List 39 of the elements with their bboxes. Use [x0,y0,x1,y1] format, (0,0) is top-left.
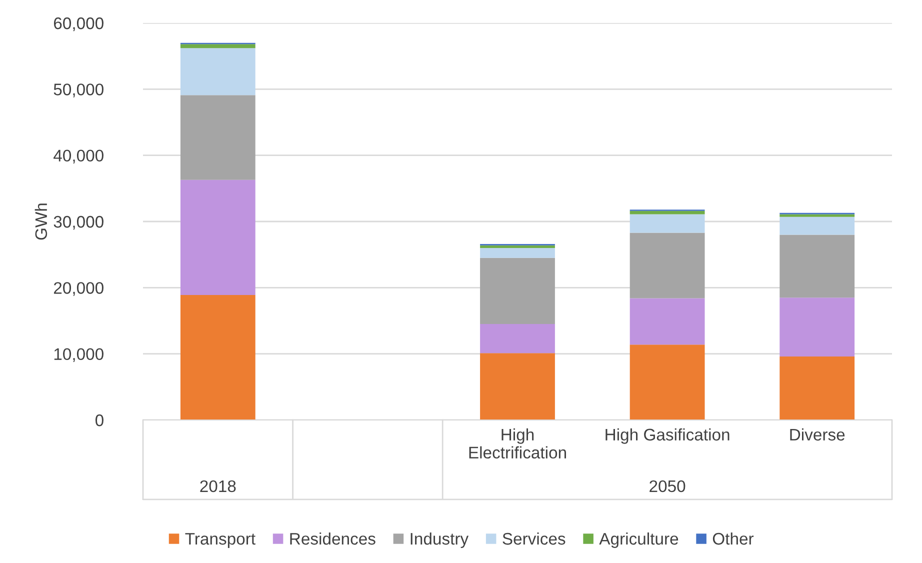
bar [630,232,705,298]
bar [480,248,555,258]
legend-label: Industry [410,532,469,548]
bar [630,344,705,420]
bar [780,234,855,298]
bar [180,95,256,180]
bar [180,44,256,48]
legend-label: Residences [290,532,376,545]
y-tick-label: 60,000 [54,17,104,32]
bar [480,258,555,324]
text: 2050 [650,480,686,492]
y-tick-label: 20,000 [54,282,104,296]
bar [180,48,256,96]
bar [780,298,855,356]
y-tick-label: 50,000 [54,84,104,98]
y-tick-label: 0 [95,414,104,426]
x-tick-label: High Electrification [469,428,566,459]
legend-label: Transport [185,533,256,548]
legend-label: Services [502,532,566,545]
bar [780,356,855,420]
text: 2018 [200,480,236,492]
bar [480,353,555,420]
bar [630,214,705,233]
bar [630,298,705,345]
y-axis-title: GWh [34,204,48,240]
legend-label: Agriculture [599,532,678,548]
bar [780,216,855,235]
legend-label: Other [712,532,754,545]
bar [780,214,855,217]
y-tick-label: 40,000 [54,150,104,164]
bar [180,180,256,295]
bar [480,245,555,248]
x-tick-label: Diverse [790,428,845,441]
bar [630,210,705,214]
bar [180,294,256,420]
y-tick-label: 30,000 [54,216,104,230]
y-tick-label: 10,000 [54,348,104,362]
x-tick-label: High Gasification [606,428,730,444]
bar [480,324,555,354]
